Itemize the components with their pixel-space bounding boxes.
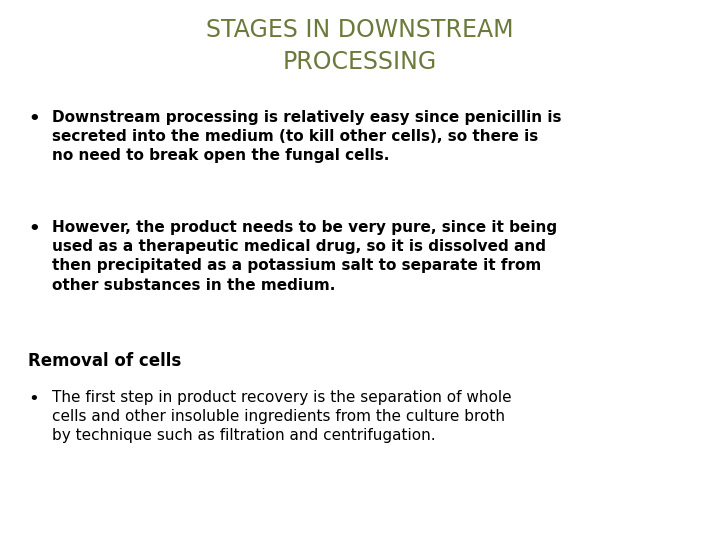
Text: •: • bbox=[28, 390, 39, 408]
Text: However, the product needs to be very pure, since it being
used as a therapeutic: However, the product needs to be very pu… bbox=[52, 220, 557, 293]
Text: PROCESSING: PROCESSING bbox=[283, 50, 437, 74]
Text: Downstream processing is relatively easy since penicillin is
secreted into the m: Downstream processing is relatively easy… bbox=[52, 110, 562, 164]
Text: •: • bbox=[28, 220, 40, 238]
Text: Removal of cells: Removal of cells bbox=[28, 352, 181, 370]
Text: •: • bbox=[28, 110, 40, 128]
Text: The first step in product recovery is the separation of whole
cells and other in: The first step in product recovery is th… bbox=[52, 390, 512, 443]
Text: STAGES IN DOWNSTREAM: STAGES IN DOWNSTREAM bbox=[206, 18, 514, 42]
